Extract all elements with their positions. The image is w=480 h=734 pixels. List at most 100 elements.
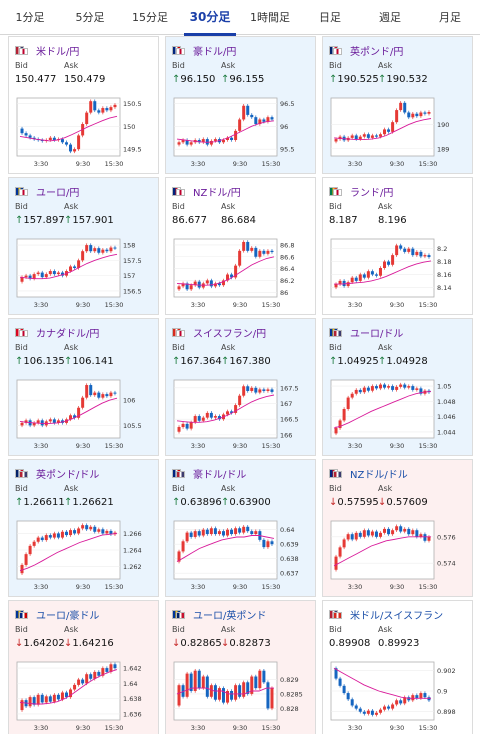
candlestick-chart[interactable]: 1.05 1.048 1.046 1.044 3:30 9:30 15:30 bbox=[329, 376, 468, 452]
ask-label: Ask bbox=[64, 343, 79, 352]
rate-card[interactable]: ユーロ/英ポンド Bid Ask ↓0.82865 ↓0.82873 0.829 0.828… bbox=[165, 600, 316, 734]
candlestick-chart[interactable]: 190 189 3:30 9:30 15:30 bbox=[329, 94, 468, 170]
rate-card[interactable]: ランド/円 Bid Ask 8.187 8.196 8.2 8.18 8.16 8.14 3:30… bbox=[322, 177, 473, 315]
currency-flag-icon bbox=[15, 186, 28, 196]
candle bbox=[20, 564, 24, 574]
card-header: 英ポンド/円 bbox=[329, 43, 404, 58]
candle bbox=[234, 130, 238, 141]
rate-card[interactable]: 豪ドル/ドル Bid Ask ↑0.63896 ↑0.63900 0.64 0.639 0.6… bbox=[165, 459, 316, 597]
rate-card[interactable]: 米ドル/スイスフラン Bid Ask 0.89908 0.89923 0.902 0.9 0.… bbox=[322, 600, 473, 734]
rate-card[interactable]: 英ポンド/ドル Bid Ask ↑1.26611 ↑1.26621 1.266 1.264 1… bbox=[8, 459, 159, 597]
candlestick-chart[interactable]: 0.829 0.8285 0.828 3:30 9:30 15:30 bbox=[172, 658, 311, 734]
candlestick-chart[interactable]: 167.5 167 166.5 166 3:30 9:30 15:30 bbox=[172, 376, 311, 452]
candle bbox=[52, 419, 56, 423]
card-header: 豪ドル/ドル bbox=[172, 466, 247, 481]
chart-svg: 0.902 0.9 0.898 3:30 9:30 15:30 bbox=[330, 661, 456, 732]
pair-name-link[interactable]: ユーロ/英ポンド bbox=[193, 610, 267, 622]
rate-card[interactable]: 米ドル/円 Bid Ask 150.477 150.479 150.5 150 149.5 3:… bbox=[8, 36, 159, 174]
candlestick-chart[interactable]: 96.5 96 95.5 3:30 9:30 15:30 bbox=[172, 94, 311, 170]
candle bbox=[242, 386, 246, 396]
candlestick-chart[interactable]: 106 105.5 3:30 9:30 15:30 bbox=[15, 376, 154, 452]
tab-5[interactable]: 日足 bbox=[319, 11, 341, 24]
rate-card[interactable]: カナダドル/円 Bid Ask ↑106.135 ↑106.141 106 105.5 3:3… bbox=[8, 318, 159, 456]
bid-label: Bid bbox=[329, 484, 342, 493]
rate-card[interactable]: スイスフラン/円 Bid Ask ↑167.364 ↑167.380 167.5 167 16… bbox=[165, 318, 316, 456]
bid-value: 150.477 bbox=[15, 74, 56, 85]
tab-7[interactable]: 月足 bbox=[439, 11, 461, 24]
pair-name-link[interactable]: 豪ドル/ドル bbox=[193, 469, 247, 481]
candle bbox=[189, 285, 193, 290]
y-tick-label: 0.637 bbox=[280, 570, 299, 578]
bid-label: Bid bbox=[329, 202, 342, 211]
candle bbox=[366, 710, 370, 714]
candle bbox=[226, 529, 230, 536]
pair-name-link[interactable]: 米ドル/スイスフラン bbox=[350, 610, 444, 622]
pair-name-link[interactable]: ユーロ/豪ドル bbox=[36, 610, 100, 622]
pair-name-link[interactable]: NZドル/ドル bbox=[350, 469, 408, 481]
candle bbox=[399, 245, 403, 249]
candlestick-chart[interactable]: 86.8 86.6 86.4 86.2 86 3:30 9:30 15:30 bbox=[172, 235, 311, 311]
pair-name-link[interactable]: 英ポンド/円 bbox=[350, 46, 404, 58]
candlestick-chart[interactable]: 1.642 1.64 1.638 1.636 3:30 9:30 15:30 bbox=[15, 658, 154, 734]
candle bbox=[246, 526, 250, 532]
candle bbox=[395, 110, 399, 123]
tab-4[interactable]: 1時間足 bbox=[250, 11, 290, 24]
ask-value: ↑167.380 bbox=[221, 356, 271, 367]
tab-1[interactable]: 5分足 bbox=[75, 11, 105, 24]
candlestick-chart[interactable]: 150.5 150 149.5 3:30 9:30 15:30 bbox=[15, 94, 154, 170]
x-tick-label: 3:30 bbox=[348, 442, 363, 450]
pair-name-link[interactable]: スイスフラン/円 bbox=[193, 328, 267, 340]
bid-value: 0.89908 bbox=[329, 638, 370, 649]
pair-name-link[interactable]: カナダドル/円 bbox=[36, 328, 100, 340]
candle bbox=[60, 692, 64, 700]
candlestick-chart[interactable]: 0.576 0.574 3:30 9:30 15:30 bbox=[329, 517, 468, 593]
bid-value: ↑1.04925 bbox=[329, 356, 379, 367]
candle bbox=[242, 526, 246, 533]
currency-flag-icon bbox=[172, 45, 185, 55]
chart-plot-area bbox=[330, 379, 435, 439]
x-tick-label: 3:30 bbox=[191, 583, 206, 591]
pair-name-link[interactable]: 英ポンド/ドル bbox=[36, 469, 100, 481]
candle bbox=[93, 392, 97, 396]
rate-card[interactable]: ユーロ/豪ドル Bid Ask ↓1.64202 ↓1.64216 1.642 1.64 1.… bbox=[8, 600, 159, 734]
candlestick-chart[interactable]: 1.266 1.264 1.262 3:30 9:30 15:30 bbox=[15, 517, 154, 593]
rate-card[interactable]: ユーロ/ドル Bid Ask ↑1.04925 ↑1.04928 1.05 1.048 1.0… bbox=[322, 318, 473, 456]
pair-name-link[interactable]: NZドル/円 bbox=[193, 187, 241, 199]
candlestick-chart[interactable]: 158 157.5 157 156.5 3:30 9:30 15:30 bbox=[15, 235, 154, 311]
candle bbox=[209, 685, 213, 697]
candlestick-chart[interactable]: 8.2 8.18 8.16 8.14 3:30 9:30 15:30 bbox=[329, 235, 468, 311]
arrow-up-icon: ↑ bbox=[64, 356, 73, 367]
tab-2[interactable]: 15分足 bbox=[132, 11, 168, 24]
candle bbox=[89, 526, 93, 530]
candle bbox=[262, 250, 266, 254]
ask-value-text: 150.479 bbox=[64, 74, 106, 85]
pair-name-link[interactable]: ランド/円 bbox=[350, 187, 394, 199]
rate-card[interactable]: 英ポンド/円 Bid Ask ↑190.525 ↑190.532 190 189 3:30 9:… bbox=[322, 36, 473, 174]
candle bbox=[197, 670, 201, 689]
x-tick-label: 3:30 bbox=[191, 724, 206, 732]
ask-label: Ask bbox=[221, 625, 236, 634]
ask-label: Ask bbox=[221, 343, 236, 352]
ask-value-text: 8.196 bbox=[378, 215, 407, 226]
currency-flag-icon bbox=[15, 45, 28, 55]
rate-card[interactable]: NZドル/ドル Bid Ask ↓0.57595 ↓0.57609 0.576 0.574 3… bbox=[322, 459, 473, 597]
tab-0[interactable]: 1分足 bbox=[15, 11, 45, 24]
candlestick-chart[interactable]: 0.64 0.639 0.638 0.637 3:30 9:30 15:30 bbox=[172, 517, 311, 593]
rate-card[interactable]: 豪ドル/円 Bid Ask ↑96.150 ↑96.155 96.5 96 95.5 3:30 9… bbox=[165, 36, 316, 174]
rate-card[interactable]: NZドル/円 Bid Ask 86.677 86.684 86.8 86.6 86.4 86.2… bbox=[165, 177, 316, 315]
candle bbox=[399, 102, 403, 111]
arrow-down-icon: ↓ bbox=[221, 638, 230, 649]
candle bbox=[209, 412, 213, 418]
rate-card[interactable]: ユーロ/円 Bid Ask ↑157.897 ↑157.901 158 157.5 157 15… bbox=[8, 177, 159, 315]
pair-name-link[interactable]: ユーロ/円 bbox=[36, 187, 80, 199]
candle bbox=[40, 694, 44, 703]
tab-3[interactable]: 30分足 bbox=[180, 0, 240, 36]
candlestick-chart[interactable]: 0.902 0.9 0.898 3:30 9:30 15:30 bbox=[329, 658, 468, 734]
candle bbox=[181, 423, 185, 428]
card-header: ユーロ/円 bbox=[15, 184, 80, 199]
y-tick-label: 0.898 bbox=[437, 708, 456, 716]
pair-name-link[interactable]: 米ドル/円 bbox=[36, 46, 80, 58]
pair-name-link[interactable]: 豪ドル/円 bbox=[193, 46, 237, 58]
tab-6[interactable]: 週足 bbox=[379, 11, 401, 24]
pair-name-link[interactable]: ユーロ/ドル bbox=[350, 328, 404, 340]
